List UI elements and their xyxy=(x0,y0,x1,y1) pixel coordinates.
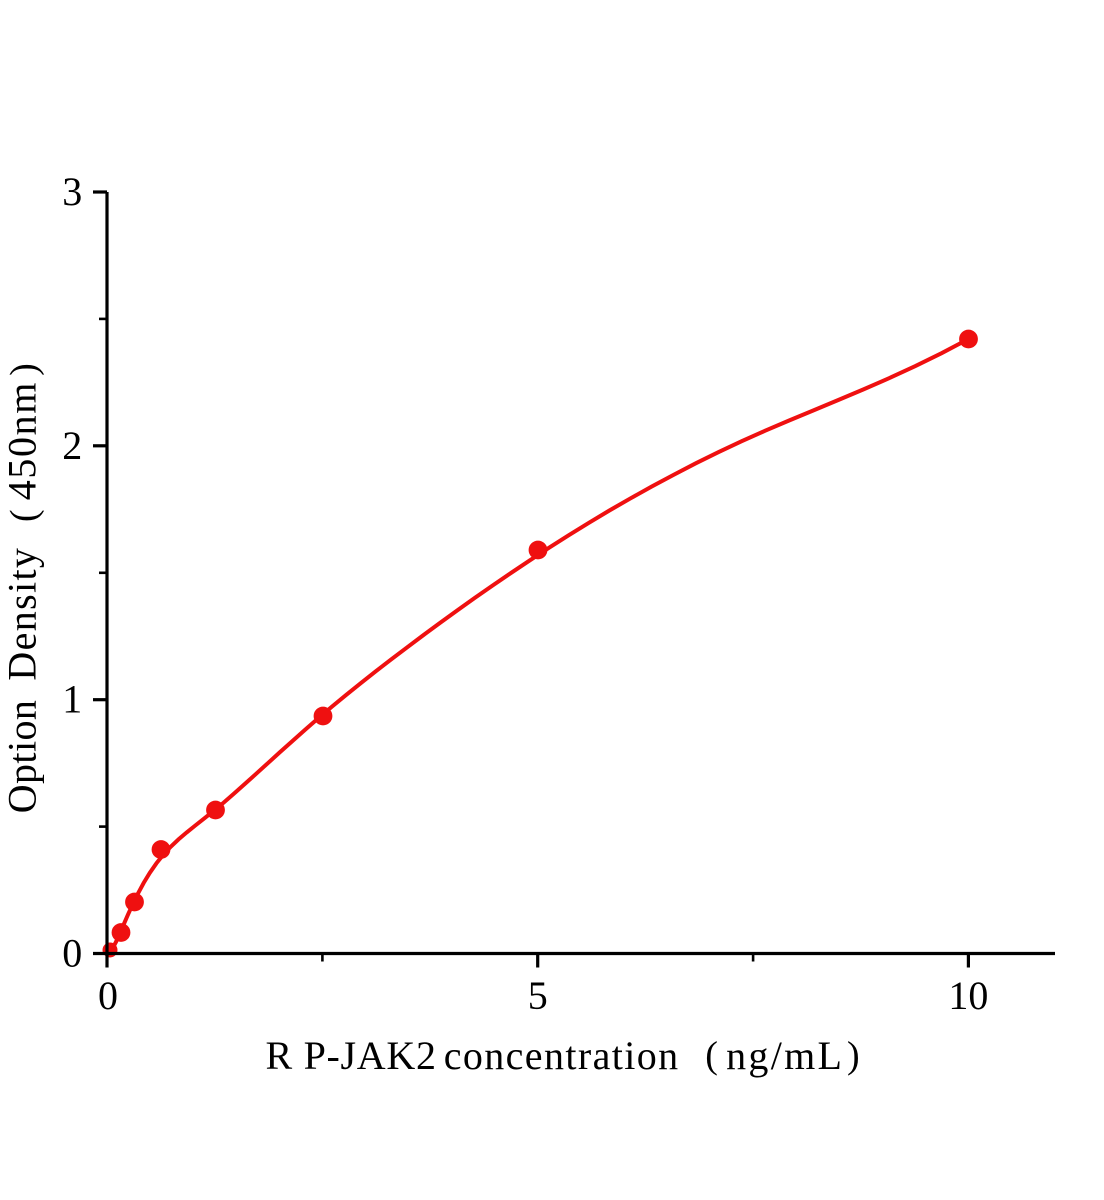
svg-text:(: ( xyxy=(3,509,45,522)
svg-text:(: ( xyxy=(705,1034,718,1076)
svg-text:): ) xyxy=(847,1034,860,1076)
svg-text:R P-JAK2: R P-JAK2 xyxy=(266,1033,437,1078)
svg-text:0: 0 xyxy=(62,931,82,976)
svg-text:10: 10 xyxy=(948,973,988,1018)
svg-text:2: 2 xyxy=(62,423,82,468)
svg-text:1: 1 xyxy=(62,677,82,722)
svg-text:Option: Option xyxy=(0,700,45,814)
svg-text:450nm: 450nm xyxy=(0,381,45,500)
svg-text:0: 0 xyxy=(98,973,118,1018)
svg-text:3: 3 xyxy=(62,169,82,214)
svg-text:concentration: concentration xyxy=(444,1033,680,1078)
svg-text:5: 5 xyxy=(528,973,548,1018)
svg-text:Density: Density xyxy=(0,547,45,681)
svg-text:ng/mL: ng/mL xyxy=(726,1033,844,1078)
svg-text:): ) xyxy=(3,363,45,376)
